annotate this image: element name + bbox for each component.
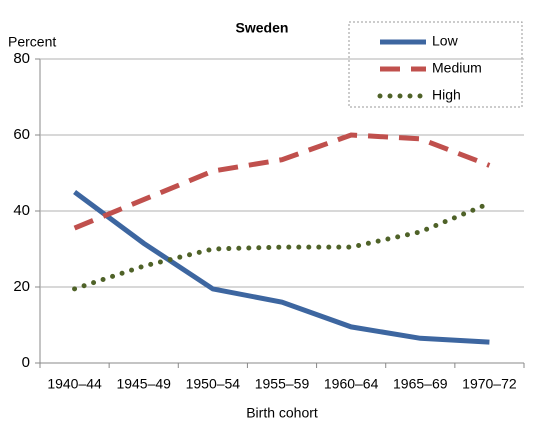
chart-title: Sweden	[236, 20, 289, 36]
y-axis-label: Percent	[8, 34, 56, 50]
x-tick-label: 1950–54	[186, 376, 241, 392]
legend-label: High	[432, 87, 461, 103]
x-tick-label: 1965–69	[393, 376, 448, 392]
x-tick-label: 1940–44	[47, 376, 102, 392]
series-line	[73, 189, 490, 345]
y-tick-label: 40	[13, 202, 30, 219]
y-tick-label: 60	[13, 126, 30, 143]
x-tick-label: 1970–72	[462, 376, 517, 392]
y-tick-label: 0	[22, 354, 30, 371]
y-tick-label: 80	[13, 50, 30, 67]
legend-label: Medium	[432, 60, 482, 76]
x-tick-label: 1960–64	[324, 376, 379, 392]
series-line	[73, 132, 491, 231]
y-tick-label: 20	[13, 278, 30, 295]
x-axis-label: Birth cohort	[246, 405, 318, 421]
x-tick-label: 1955–59	[255, 376, 310, 392]
series-line	[72, 200, 492, 292]
legend-label: Low	[432, 33, 459, 49]
legend-box	[348, 21, 523, 108]
x-tick-label: 1945–49	[116, 376, 171, 392]
